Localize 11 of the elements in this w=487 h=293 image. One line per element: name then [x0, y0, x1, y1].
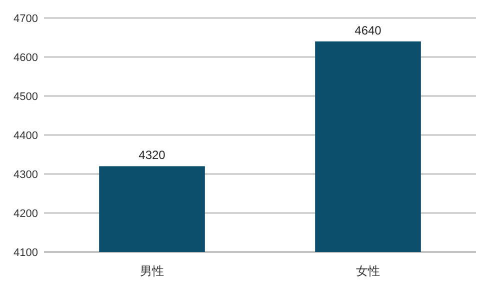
x-tick-label: 男性 [140, 264, 164, 278]
y-tick-label: 4500 [14, 91, 38, 103]
y-tick-label: 4200 [14, 208, 38, 220]
x-tick-label: 女性 [356, 264, 380, 278]
data-label: 4320 [138, 148, 166, 162]
y-tick-label: 4600 [14, 52, 38, 64]
data-label: 4640 [354, 23, 382, 38]
y-tick-label: 4300 [14, 169, 38, 181]
y-tick-label: 4700 [14, 13, 38, 25]
y-tick-label: 4100 [14, 247, 38, 259]
y-tick-label: 4400 [14, 130, 38, 142]
